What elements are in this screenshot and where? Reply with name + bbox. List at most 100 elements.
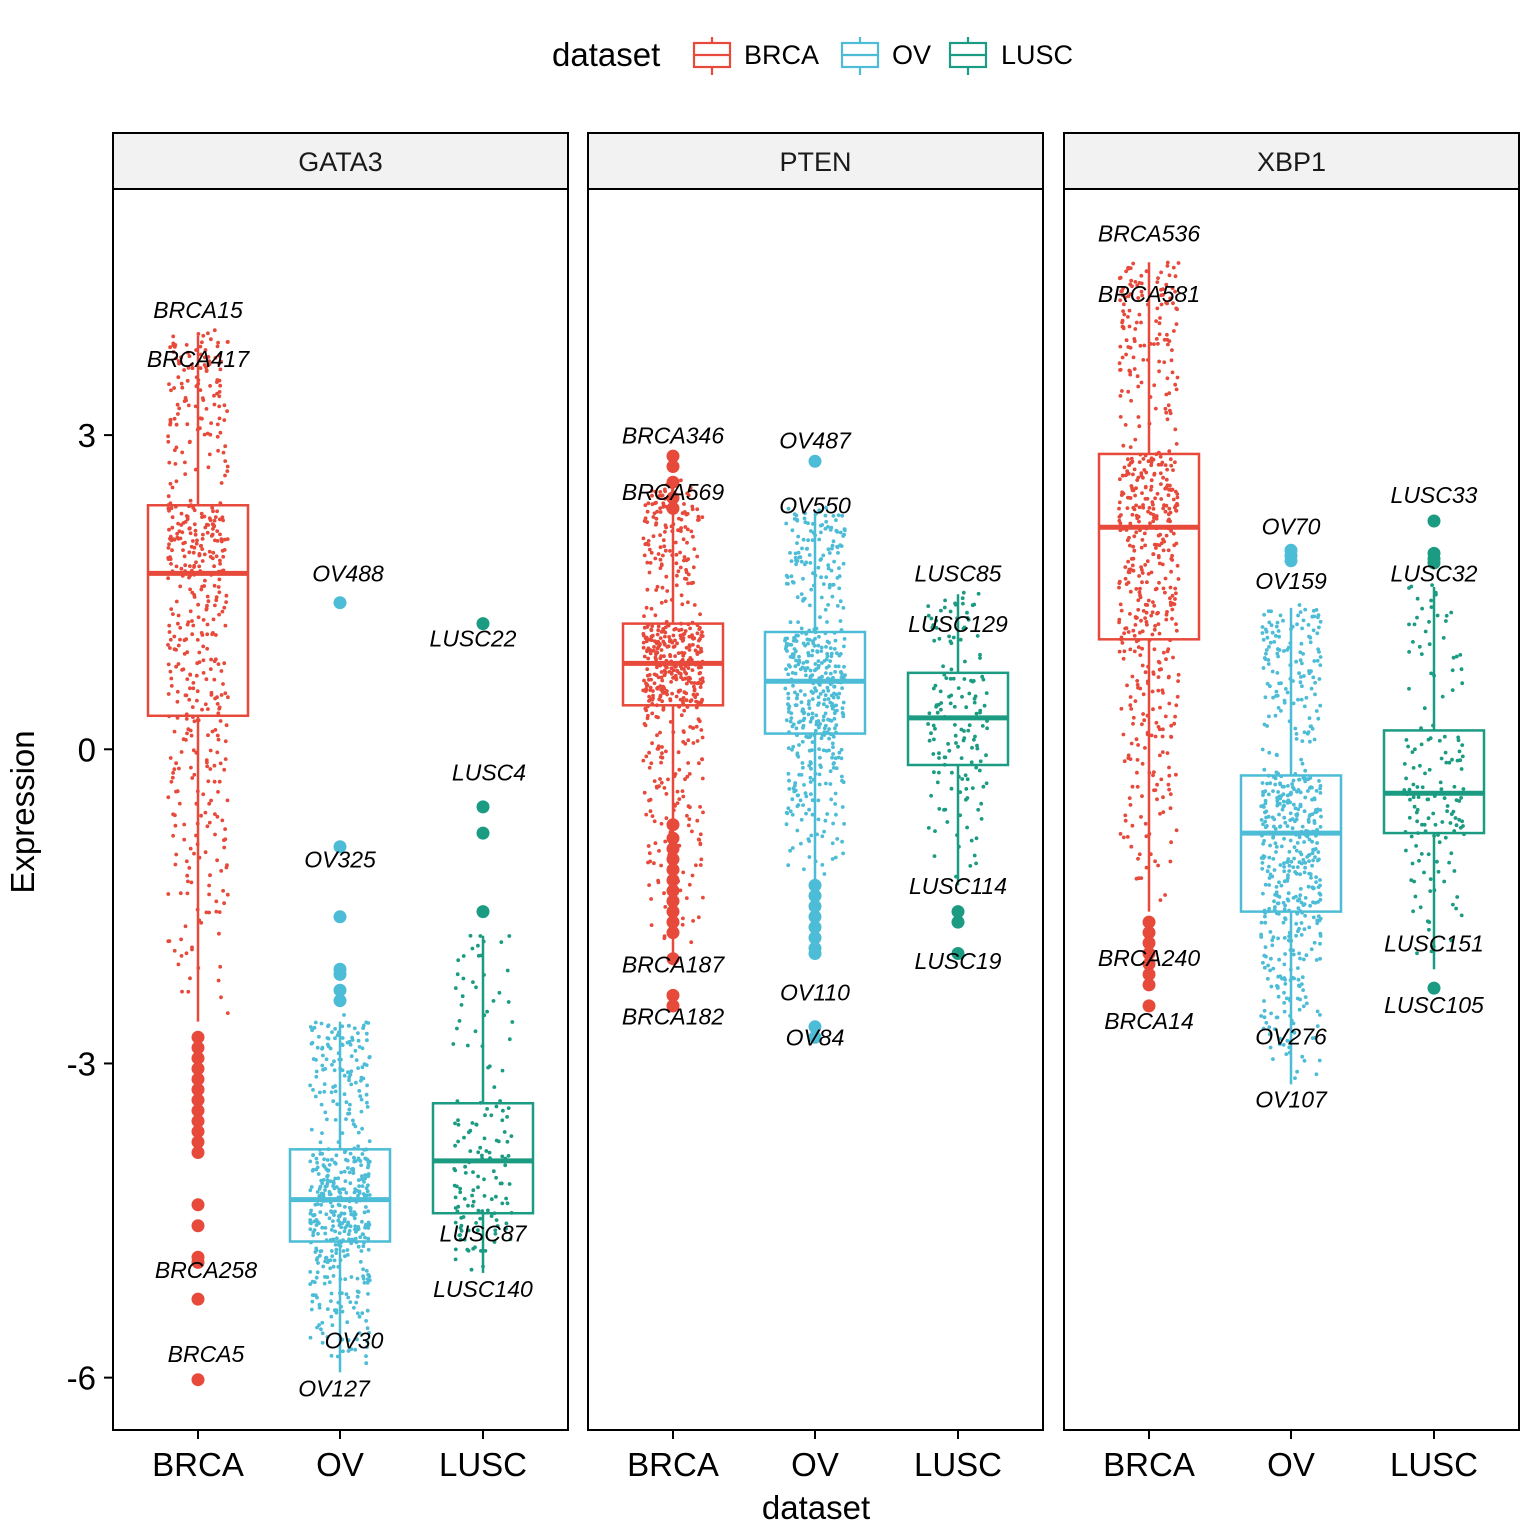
data-point [312, 1280, 317, 1285]
data-point [213, 728, 218, 732]
data-point [964, 705, 969, 710]
data-point [816, 817, 821, 822]
data-point [668, 698, 673, 703]
data-point [212, 564, 217, 569]
data-point [654, 650, 659, 655]
data-point [1312, 940, 1317, 945]
data-point [790, 747, 794, 752]
data-point [652, 645, 656, 649]
data-point [698, 650, 702, 654]
data-point [950, 770, 954, 775]
data-point [838, 543, 843, 547]
data-point [1278, 781, 1282, 786]
data-point [692, 603, 697, 607]
data-point [1267, 620, 1272, 625]
data-point [984, 781, 989, 786]
data-point [1156, 462, 1161, 467]
data-point [1437, 840, 1442, 845]
data-point [1168, 859, 1173, 864]
data-point [644, 812, 649, 817]
data-point [801, 597, 806, 602]
data-point [1149, 613, 1154, 618]
outlier-point [666, 926, 680, 940]
data-point [1132, 633, 1137, 638]
data-point [1299, 861, 1304, 866]
data-point [1318, 1013, 1322, 1017]
data-point [825, 651, 830, 656]
data-point [690, 873, 695, 878]
data-point [655, 686, 660, 691]
data-point [166, 795, 171, 800]
data-point [463, 1164, 467, 1169]
data-point [364, 1092, 369, 1097]
data-point [687, 643, 692, 648]
data-point [1169, 529, 1173, 533]
data-point [786, 702, 790, 706]
data-point [324, 1057, 329, 1062]
data-point [831, 752, 835, 756]
data-point [197, 650, 202, 655]
data-point [308, 1083, 312, 1088]
data-point [697, 627, 702, 631]
data-point [646, 501, 651, 506]
data-point [1404, 776, 1408, 781]
data-point [1273, 634, 1278, 638]
data-point [1454, 823, 1459, 828]
data-point [502, 1130, 507, 1134]
data-point [337, 1187, 342, 1192]
data-point [220, 818, 225, 823]
data-point [680, 789, 685, 793]
data-point [1157, 561, 1162, 566]
data-point [498, 1099, 502, 1103]
y-axis: 30-3-6 [67, 417, 113, 1397]
data-point [829, 525, 834, 530]
data-point [1149, 463, 1154, 468]
outlier-label: LUSC129 [908, 611, 1008, 637]
data-point [676, 750, 681, 755]
data-point [658, 730, 662, 735]
data-point [1168, 483, 1172, 488]
data-point [172, 634, 177, 639]
data-point [168, 420, 173, 425]
data-point [684, 698, 689, 703]
facet-strip-label: GATA3 [298, 147, 383, 177]
data-point [331, 1224, 335, 1228]
data-point [1297, 603, 1302, 607]
data-point [311, 1233, 315, 1238]
data-point [1429, 671, 1433, 676]
data-point [1414, 844, 1418, 848]
data-point [346, 1232, 351, 1237]
data-point [791, 786, 796, 791]
data-point [1151, 600, 1155, 604]
data-point [1284, 996, 1289, 1001]
data-point [806, 651, 811, 655]
data-point [1162, 503, 1166, 508]
data-point [810, 740, 815, 744]
data-point [166, 892, 171, 896]
data-point [789, 559, 794, 563]
data-point [1138, 653, 1143, 657]
data-point [1149, 478, 1154, 483]
data-point [1261, 793, 1265, 797]
data-point [695, 818, 700, 823]
data-point [655, 632, 660, 637]
data-point [679, 478, 683, 483]
data-point [1285, 690, 1290, 695]
data-point [364, 1205, 368, 1209]
data-point [1141, 503, 1145, 507]
data-point [655, 665, 659, 670]
facet-panel-border [1063, 188, 1520, 1431]
outlier-point [666, 999, 680, 1013]
data-point [784, 521, 789, 526]
data-point [939, 707, 943, 712]
data-point [1451, 655, 1456, 660]
data-point [190, 776, 195, 780]
data-point [1459, 796, 1463, 800]
outlier-point [666, 863, 680, 877]
data-point [1296, 788, 1301, 792]
data-point [331, 1179, 336, 1184]
data-point [339, 1170, 344, 1175]
data-point [835, 530, 840, 534]
data-point [1447, 760, 1452, 765]
data-point [663, 489, 667, 494]
